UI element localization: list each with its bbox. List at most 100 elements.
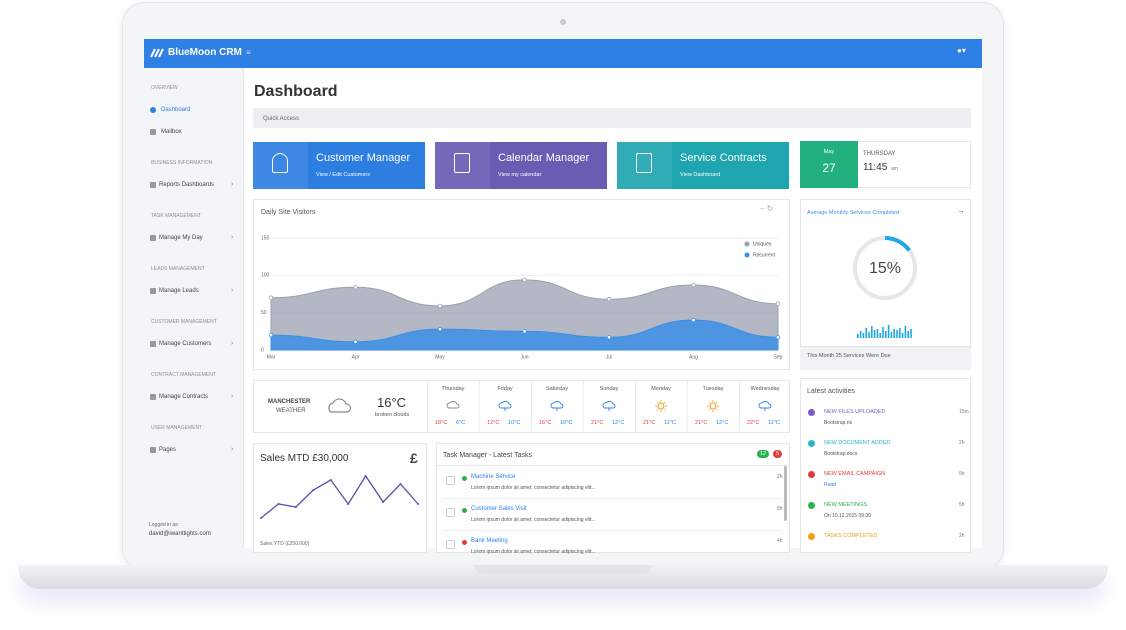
forecast-day: Sunday xyxy=(599,386,619,392)
activity-title[interactable]: NEW FILES UPLOADED xyxy=(824,409,886,415)
date-month: May xyxy=(823,149,835,155)
activity-title[interactable]: NEW EMAIL CAMPAIGN xyxy=(824,471,886,477)
y-tick-label: 50 xyxy=(261,310,267,316)
mini-bar xyxy=(857,334,859,338)
task-divider xyxy=(442,498,782,499)
activity-title[interactable]: NEW DOCUMENT ADDED xyxy=(824,440,891,446)
task-name[interactable]: Machine Service xyxy=(471,474,516,480)
point xyxy=(691,282,696,288)
sidebar-item[interactable]: Manage My Day xyxy=(159,235,203,241)
sidebar-item[interactable]: Manage Contracts xyxy=(159,394,209,400)
cloud xyxy=(446,400,460,409)
forecast-day: Saturday xyxy=(545,386,568,392)
tile-title[interactable]: Customer Manager xyxy=(316,152,411,164)
tile-icon xyxy=(636,153,652,173)
activity-icon xyxy=(808,471,815,478)
activity-title[interactable]: TASKS COMPLETED xyxy=(824,533,878,539)
services-arrow[interactable]: → xyxy=(957,206,965,215)
sales-title: Sales MTD £30,000 xyxy=(260,453,349,464)
tile-link[interactable]: View / Edit Customers xyxy=(316,172,371,178)
sun xyxy=(655,400,667,412)
tile-link[interactable]: View my calendar xyxy=(498,172,542,178)
menu-toggle[interactable]: ≡ xyxy=(246,48,251,57)
date-tile: May 27 xyxy=(800,141,858,188)
spark-point xyxy=(312,489,315,491)
ampm: am xyxy=(891,166,898,172)
forecast-low: 12°C xyxy=(716,420,729,426)
point xyxy=(775,335,781,340)
visitors-chart: 0 50 100 150 Mar Apr May Jun Jul Aug Sep Uniques Rec… xyxy=(261,235,783,360)
services-donut: 15% xyxy=(853,236,917,338)
sidebar-chevron: › xyxy=(231,393,234,400)
sidebar-chevron: › xyxy=(231,446,234,453)
tile-icon-bg xyxy=(617,142,672,189)
x-tick-label: Jul xyxy=(606,354,612,360)
sidebar-item[interactable]: Manage Leads xyxy=(159,288,199,294)
x-tick-label: May xyxy=(435,354,445,360)
logged-in-label: Logged in as: xyxy=(149,522,180,528)
activities-title: Latest activities xyxy=(807,388,855,395)
point xyxy=(437,326,443,332)
activity-title[interactable]: NEW MEETINGS xyxy=(824,502,868,508)
forecast-high: 21°C xyxy=(695,420,708,426)
activity-time: 5h xyxy=(959,502,965,508)
task-time: 4h xyxy=(777,538,783,544)
sparkline xyxy=(260,474,419,519)
cloud xyxy=(758,400,772,411)
x-tick-label: Aug xyxy=(689,354,698,360)
forecast-high: 22°C xyxy=(747,420,760,426)
forecast-divider xyxy=(583,381,584,432)
sales-card xyxy=(253,443,427,553)
card-tools[interactable]: – ↻ xyxy=(760,204,774,213)
sidebar-item[interactable]: Manage Customers xyxy=(159,341,212,347)
weekday: THURSDAY xyxy=(863,151,896,157)
spark-point xyxy=(329,479,332,481)
date-day: 27 xyxy=(822,161,836,175)
weather-icon xyxy=(328,398,352,413)
forecast-icon xyxy=(654,399,668,412)
mini-bar xyxy=(871,326,873,338)
mini-bar xyxy=(899,328,901,338)
weather-temp: 16°C xyxy=(377,395,407,410)
tile-icon xyxy=(272,153,288,173)
tile-title[interactable]: Service Contracts xyxy=(680,152,767,164)
mini-bar xyxy=(887,325,890,338)
forecast-high: 21°C xyxy=(591,420,604,426)
sidebar-item[interactable]: Pages xyxy=(159,447,177,453)
donut-label: 15% xyxy=(869,260,901,277)
sidebar-section: BUSINESS INFORMATION xyxy=(151,160,213,166)
tile[interactable] xyxy=(435,142,607,189)
user-menu[interactable]: ●▾ xyxy=(957,46,966,55)
task-status xyxy=(462,508,467,513)
tile-title[interactable]: Calendar Manager xyxy=(498,152,590,164)
tile-link[interactable]: View Dashboard xyxy=(680,172,721,178)
breadcrumb[interactable]: Quick Access xyxy=(263,116,300,122)
task-desc: Lorem ipsum dolor sit amet, consectetur … xyxy=(471,485,596,491)
mini-bar xyxy=(896,330,898,338)
sidebar-item[interactable]: Dashboard xyxy=(161,107,191,113)
sidebar-item[interactable]: Mailbox xyxy=(161,129,182,135)
task-name[interactable]: Bank Meeting xyxy=(471,538,508,544)
time-card xyxy=(858,141,971,188)
forecast-high: 18°C xyxy=(435,420,448,426)
mini-bar xyxy=(859,331,862,338)
scrollbar[interactable] xyxy=(784,466,787,521)
forecast-divider xyxy=(739,381,740,432)
sidebar-section: CUSTOMER MANAGEMENT xyxy=(151,319,217,325)
tile[interactable] xyxy=(617,142,789,189)
y-tick-label: 0 xyxy=(261,347,264,353)
task-name[interactable]: Customer Sales Visit xyxy=(471,506,527,512)
spark-point xyxy=(294,506,297,508)
services-title: Average Monthly Services Completed xyxy=(807,210,899,216)
sidebar-item[interactable]: Reports Dashboards xyxy=(159,182,215,188)
forecast-icon xyxy=(498,399,512,411)
task-thumb xyxy=(446,476,455,485)
mini-bar xyxy=(862,333,865,338)
y-tick-label: 150 xyxy=(261,235,270,241)
brand[interactable]: BlueMoon CRM xyxy=(168,47,242,58)
activity-time: 5h xyxy=(959,471,965,477)
y-tick-label: 100 xyxy=(261,273,270,279)
task-time: 2h xyxy=(777,474,783,480)
spark-point xyxy=(399,483,402,485)
task-divider xyxy=(442,530,782,531)
